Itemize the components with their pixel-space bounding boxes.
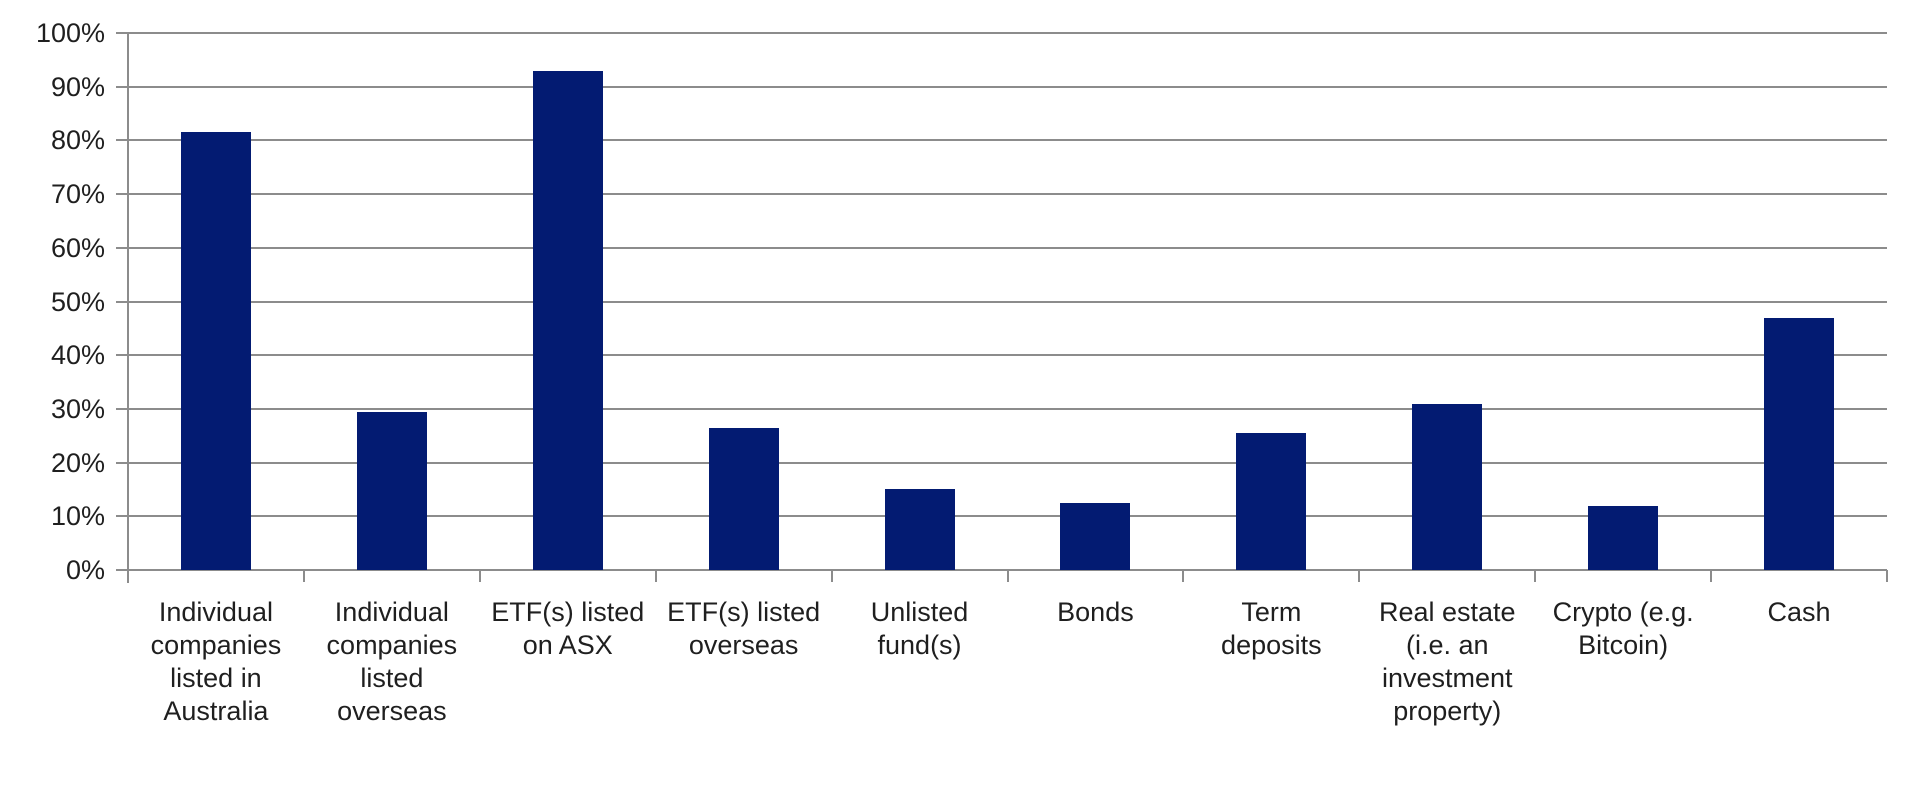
- x-tick: [1534, 570, 1537, 582]
- y-tick: [116, 193, 128, 196]
- category-label: ETF(s) listed overseas: [667, 597, 821, 660]
- category-label: Individual companies listed overseas: [326, 597, 458, 726]
- y-tick: [116, 407, 128, 410]
- x-tick: [830, 570, 833, 582]
- y-tick-label: 0%: [65, 555, 105, 585]
- category-label: Bonds: [1057, 597, 1134, 627]
- y-tick-label: 40%: [50, 340, 105, 371]
- category-label: ETF(s) listed on ASX: [491, 597, 645, 660]
- y-tick: [116, 569, 128, 571]
- bar: [1412, 403, 1483, 570]
- bar: [708, 427, 779, 570]
- bar: [1764, 317, 1835, 570]
- gridline: [128, 407, 1887, 410]
- y-tick-label: 70%: [50, 179, 105, 210]
- gridline: [128, 193, 1887, 196]
- y-tick-label: 50%: [50, 286, 105, 317]
- y-tick: [116, 461, 128, 464]
- y-tick: [116, 85, 128, 88]
- y-tick: [116, 515, 128, 518]
- gridline: [128, 461, 1887, 464]
- y-tick: [116, 32, 128, 34]
- y-tick-label: 20%: [50, 447, 105, 478]
- x-tick: [1358, 570, 1361, 582]
- y-tick-label: 100%: [35, 18, 105, 48]
- gridline: [128, 354, 1887, 357]
- category-label: Unlisted fund(s): [870, 597, 969, 660]
- category-label: Term deposits: [1221, 597, 1322, 660]
- x-tick: [302, 570, 305, 582]
- y-tick-label: 10%: [50, 501, 105, 532]
- category-label: Cash: [1767, 597, 1831, 627]
- y-tick: [116, 300, 128, 303]
- y-tick: [116, 139, 128, 142]
- y-tick-label: 30%: [50, 393, 105, 424]
- x-tick: [1182, 570, 1185, 582]
- y-tick: [116, 246, 128, 249]
- x-tick: [1006, 570, 1009, 582]
- category-label: Real estate (i.e. an investment property…: [1378, 597, 1516, 726]
- gridline: [128, 246, 1887, 249]
- bar: [180, 132, 251, 570]
- y-tick-label: 90%: [50, 71, 105, 102]
- y-tick-label: 80%: [50, 125, 105, 156]
- x-tick: [1886, 570, 1888, 582]
- bar: [1588, 505, 1659, 570]
- x-tick: [654, 570, 657, 582]
- y-tick: [116, 354, 128, 357]
- gridline: [128, 85, 1887, 88]
- bar: [1060, 502, 1131, 570]
- x-tick: [1710, 570, 1713, 582]
- x-tick: [478, 570, 481, 582]
- bar: [884, 489, 955, 570]
- bar: [1236, 433, 1307, 570]
- bar: [356, 411, 427, 570]
- gridline: [128, 32, 1887, 34]
- y-tick-label: 60%: [50, 232, 105, 263]
- bar: [532, 70, 603, 570]
- gridline: [128, 139, 1887, 142]
- category-label: Individual companies listed in Australia: [150, 597, 282, 726]
- category-label: Crypto (e.g. Bitcoin): [1552, 597, 1694, 660]
- gridline: [128, 300, 1887, 303]
- gridline: [128, 515, 1887, 518]
- y-axis-line: [127, 32, 129, 583]
